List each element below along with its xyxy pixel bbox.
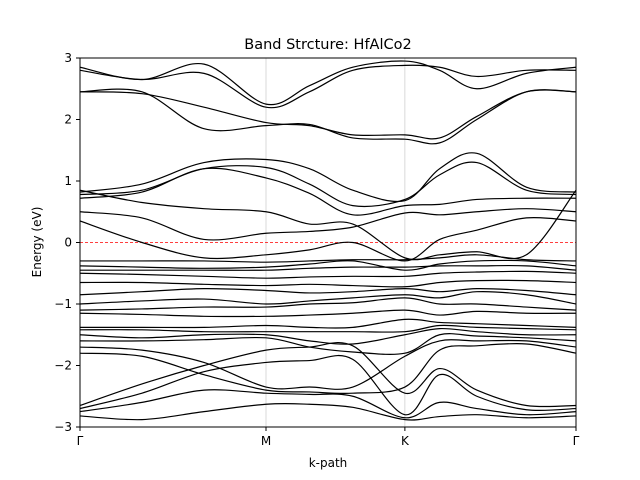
- x-tick-label-2: K: [401, 434, 410, 448]
- y-tick-label-6: 3: [64, 51, 72, 65]
- band-line-10: [80, 318, 576, 329]
- band-line-25: [80, 152, 576, 203]
- band-line-15: [80, 279, 576, 288]
- band-line-9: [80, 324, 576, 333]
- bands-layer: [80, 60, 576, 421]
- y-tick-label-4: 1: [64, 174, 72, 188]
- y-tick-label-2: −1: [54, 297, 72, 311]
- band-line-11: [80, 309, 576, 318]
- band-line-20: [80, 216, 576, 262]
- y-tick-label-1: −2: [54, 359, 72, 373]
- x-tick-label-3: Γ: [573, 434, 580, 448]
- band-line-2: [80, 389, 576, 419]
- band-line-5: [80, 343, 576, 395]
- y-tick-label-5: 2: [64, 113, 72, 127]
- y-tick-label-0: −3: [54, 420, 72, 434]
- y-tick-label-3: 0: [64, 236, 72, 250]
- y-axis-label: Energy (eV): [30, 207, 44, 278]
- band-line-6: [80, 339, 576, 390]
- band-line-16: [80, 270, 576, 279]
- y-ticks: −3 −2 −1 0 1 2 3: [54, 51, 80, 434]
- band-line-7: [80, 333, 576, 355]
- x-tick-label-1: M: [261, 434, 271, 448]
- band-line-27: [80, 89, 576, 140]
- band-line-14: [80, 288, 576, 296]
- x-axis-label: k-path: [309, 456, 348, 470]
- x-tick-label-0: Γ: [77, 434, 84, 448]
- band-line-21: [80, 208, 576, 241]
- band-line-3: [80, 355, 576, 416]
- band-line-19: [80, 254, 576, 263]
- band-line-18: [80, 259, 576, 271]
- band-line-22: [80, 189, 576, 261]
- band-line-24: [80, 161, 576, 208]
- band-line-29: [80, 64, 576, 109]
- band-line-4: [80, 342, 576, 408]
- band-line-1: [80, 402, 576, 421]
- band-line-17: [80, 264, 576, 271]
- band-line-26: [80, 88, 576, 145]
- chart-title: Band Strcture: HfAlCo2: [244, 37, 411, 53]
- band-line-8: [80, 327, 576, 345]
- band-line-28: [80, 60, 576, 106]
- band-line-12: [80, 297, 576, 311]
- band-line-13: [80, 291, 576, 305]
